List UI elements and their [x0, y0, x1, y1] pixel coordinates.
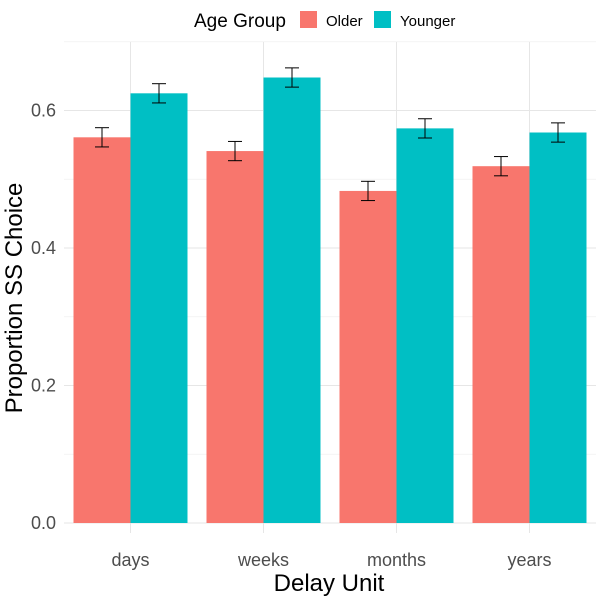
bar-younger-weeks: [263, 77, 321, 523]
error-bar-younger-days: [152, 83, 166, 104]
bar-older-years: [472, 166, 530, 523]
y-tick-label: 0.6: [31, 101, 56, 121]
x-axis-title: Delay Unit: [274, 570, 385, 597]
x-tick-label-months: months: [367, 550, 426, 570]
legend-swatch-older: [300, 11, 317, 28]
error-bars: [95, 67, 565, 202]
x-tick-label-years: years: [507, 550, 551, 570]
bar-younger-years: [529, 132, 587, 523]
bar-younger-days: [130, 93, 188, 523]
error-bar-older-days: [95, 127, 109, 148]
legend-label-younger: Younger: [400, 13, 455, 30]
bar-younger-months: [396, 128, 454, 523]
y-tick-labels: 0.0 0.2 0.4 0.6: [31, 101, 56, 534]
x-tick-labels: days weeks months years: [111, 550, 551, 570]
y-tick-label: 0.4: [31, 238, 56, 258]
y-axis-title: Proportion SS Choice: [1, 183, 28, 414]
x-tick-label-weeks: weeks: [237, 550, 289, 570]
legend-label-older: Older: [326, 13, 363, 30]
error-bar-younger-months: [418, 118, 432, 139]
error-bar-older-months: [361, 180, 375, 202]
y-tick-label: 0.2: [31, 376, 56, 396]
error-bar-older-weeks: [228, 140, 242, 162]
y-tick-label: 0.0: [31, 513, 56, 533]
x-tick-label-days: days: [111, 550, 149, 570]
error-bar-older-years: [494, 156, 508, 177]
bars: [73, 77, 587, 523]
bar-older-days: [73, 137, 131, 523]
error-bar-younger-weeks: [285, 67, 299, 88]
error-bar-younger-years: [551, 122, 565, 143]
bar-older-months: [339, 190, 397, 523]
legend: Age Group Older Younger: [194, 11, 455, 32]
legend-swatch-younger: [374, 11, 391, 28]
legend-title: Age Group: [194, 11, 286, 32]
bar-older-weeks: [206, 151, 264, 523]
